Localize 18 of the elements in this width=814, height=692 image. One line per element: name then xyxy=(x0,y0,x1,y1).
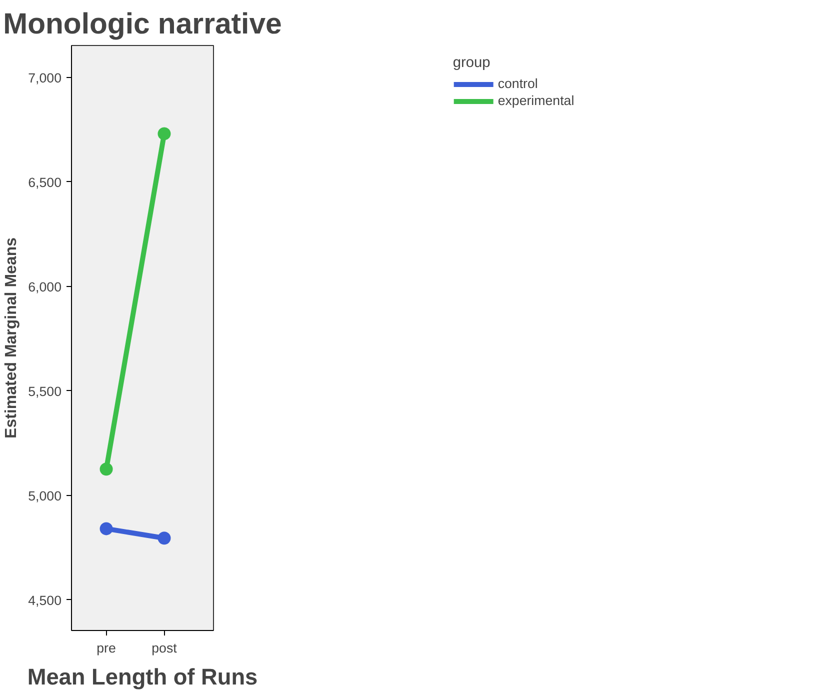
x-axis-title: Mean Length of Runs xyxy=(27,664,258,690)
chart-title: Monologic narrative xyxy=(3,8,282,40)
y-tick-label: 7,000 xyxy=(28,70,62,86)
point xyxy=(100,462,113,476)
y-tick-label: 6,000 xyxy=(28,279,62,294)
legend-label: control xyxy=(498,76,538,91)
point xyxy=(158,127,171,140)
legend-title: group xyxy=(452,55,492,71)
point xyxy=(100,522,113,536)
y-tick-label: 6,500 xyxy=(28,174,62,190)
y-axis-title: Estimated Marginal Means xyxy=(3,237,20,438)
legend-label: experimental xyxy=(498,93,574,108)
x-tick-label: post xyxy=(152,640,178,656)
y-tick-label: 5,500 xyxy=(28,384,62,399)
x-tick-label: pre xyxy=(96,640,116,656)
point xyxy=(158,532,171,545)
y-tick-label: 5,000 xyxy=(28,488,62,504)
y-tick-label: 4,500 xyxy=(28,592,62,608)
